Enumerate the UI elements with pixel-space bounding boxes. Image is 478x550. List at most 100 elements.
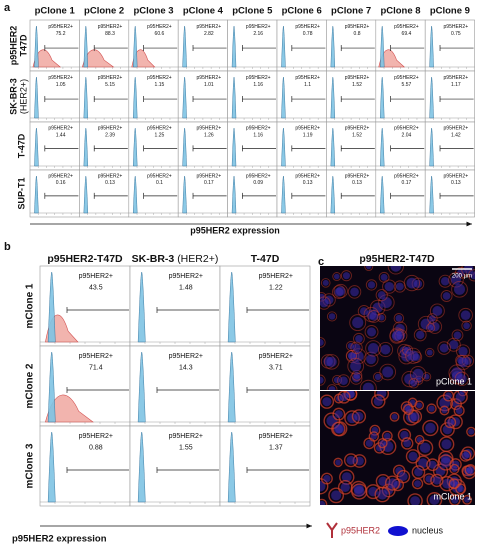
- nucleus-blob: [463, 322, 470, 330]
- gate-value: 1.26: [204, 132, 214, 138]
- gate-value: 1.05: [56, 82, 66, 88]
- gate-label: p95HER2+: [295, 173, 320, 179]
- nucleus-blob: [322, 279, 329, 286]
- gate-label: p95HER2+: [394, 126, 419, 132]
- micrograph-cells: [320, 266, 475, 390]
- cell-outline: [371, 394, 386, 409]
- cell-outline: [408, 409, 423, 424]
- histogram-peak: [83, 25, 89, 68]
- nucleus-blob: [449, 340, 459, 350]
- gate-value: 1.16: [253, 132, 263, 138]
- histogram-peak: [429, 25, 434, 68]
- nucleus-blob: [367, 281, 376, 289]
- cell-outline: [382, 279, 397, 294]
- histogram-peak: [281, 25, 286, 68]
- column-header: pClone 3: [133, 6, 173, 17]
- nucleus-blob: [429, 315, 436, 322]
- cell-outline: [375, 289, 388, 302]
- nucleus-blob: [407, 350, 419, 362]
- nucleus-blob: [439, 343, 449, 353]
- nucleus-blob: [405, 406, 412, 413]
- gate-label: p95HER2+: [98, 24, 123, 30]
- histogram-peak: [231, 127, 237, 167]
- cell-outline: [414, 434, 425, 445]
- nucleus-blob: [377, 291, 386, 300]
- nucleus-blob: [352, 343, 361, 352]
- gate-value: 1.48: [179, 284, 193, 291]
- nucleus-blob: [328, 313, 336, 320]
- cell-outline: [400, 437, 414, 450]
- column-header-note: (HER2+): [177, 253, 218, 265]
- gate-value: 1.22: [269, 284, 283, 291]
- nucleus-blob: [423, 373, 430, 380]
- gate-label: p95HER2+: [147, 173, 172, 179]
- cell-outline: [349, 314, 367, 332]
- nucleus-blob: [320, 376, 324, 384]
- cell-outline: [411, 478, 424, 490]
- panel-label: a: [4, 2, 11, 14]
- cell-outline: [359, 379, 377, 390]
- nucleus-blob: [352, 317, 364, 329]
- gate-label: p95HER2+: [48, 173, 73, 179]
- gate-value: 0.88: [89, 444, 103, 451]
- cell-outline: [374, 486, 391, 503]
- histogram-peak: [34, 25, 39, 68]
- antibody-icon: [326, 522, 338, 538]
- nucleus-blob: [432, 476, 442, 485]
- gate-label: p95HER2+: [147, 75, 172, 81]
- gate-value: 43.5: [89, 284, 103, 291]
- histogram-peak: [132, 127, 138, 167]
- gate-value: 1.1: [304, 82, 311, 88]
- cell-outline: [363, 306, 379, 323]
- nucleus-blob: [457, 485, 465, 493]
- nucleus-blob: [341, 472, 352, 483]
- histogram-peak: [182, 25, 187, 68]
- nucleus-blob: [395, 282, 404, 291]
- nucleus-blob: [457, 268, 465, 277]
- nucleus-blob: [408, 451, 418, 461]
- row-label: T47D: [18, 34, 28, 57]
- cell-outline: [331, 421, 346, 437]
- gate-label: p95HER2+: [48, 24, 73, 30]
- column-header: pClone 6: [282, 6, 322, 17]
- gate-value: 0.13: [451, 180, 461, 186]
- nucleus-blob: [346, 455, 356, 465]
- nucleus-blob: [440, 457, 452, 468]
- nucleus-blob: [335, 459, 341, 466]
- cell-outline: [377, 341, 394, 358]
- gate-value: 1.25: [155, 132, 165, 138]
- nucleus-blob: [391, 331, 402, 342]
- histogram-peak: [231, 76, 237, 119]
- nucleus-blob: [390, 266, 402, 272]
- cell-outline: [396, 469, 411, 484]
- histogram-peak: [34, 76, 39, 119]
- cell-outline: [427, 313, 438, 324]
- nucleus-blob: [383, 432, 391, 440]
- gate-value: 0.13: [352, 180, 362, 186]
- column-header: pClone 7: [331, 6, 371, 17]
- cell-outline: [453, 405, 465, 417]
- cell-outline: [320, 478, 329, 495]
- gate-label: p95HER2+: [79, 273, 113, 280]
- panel-label: c: [318, 256, 324, 268]
- cell-outline: [408, 378, 420, 389]
- cell-outline: [422, 419, 439, 437]
- nucleus-blob: [395, 466, 404, 475]
- histogram-peak: [231, 25, 237, 68]
- cell-outline: [439, 405, 450, 416]
- cell-outline: [367, 310, 381, 323]
- gate-value: 0.13: [105, 180, 115, 186]
- nucleus-blob: [414, 480, 422, 488]
- nucleus-blob: [399, 472, 408, 481]
- histogram-peak: [47, 271, 56, 343]
- gate-value: 3.71: [269, 364, 283, 371]
- histogram-peak: [281, 175, 286, 214]
- column-header-name: T-47D: [251, 253, 280, 265]
- cell-outline: [446, 337, 461, 352]
- histogram-peak: [379, 25, 385, 68]
- panel-label: b: [4, 241, 11, 253]
- cell-outline: [347, 357, 365, 375]
- gate-label: p95HER2+: [169, 353, 203, 360]
- nucleus-blob: [412, 368, 424, 380]
